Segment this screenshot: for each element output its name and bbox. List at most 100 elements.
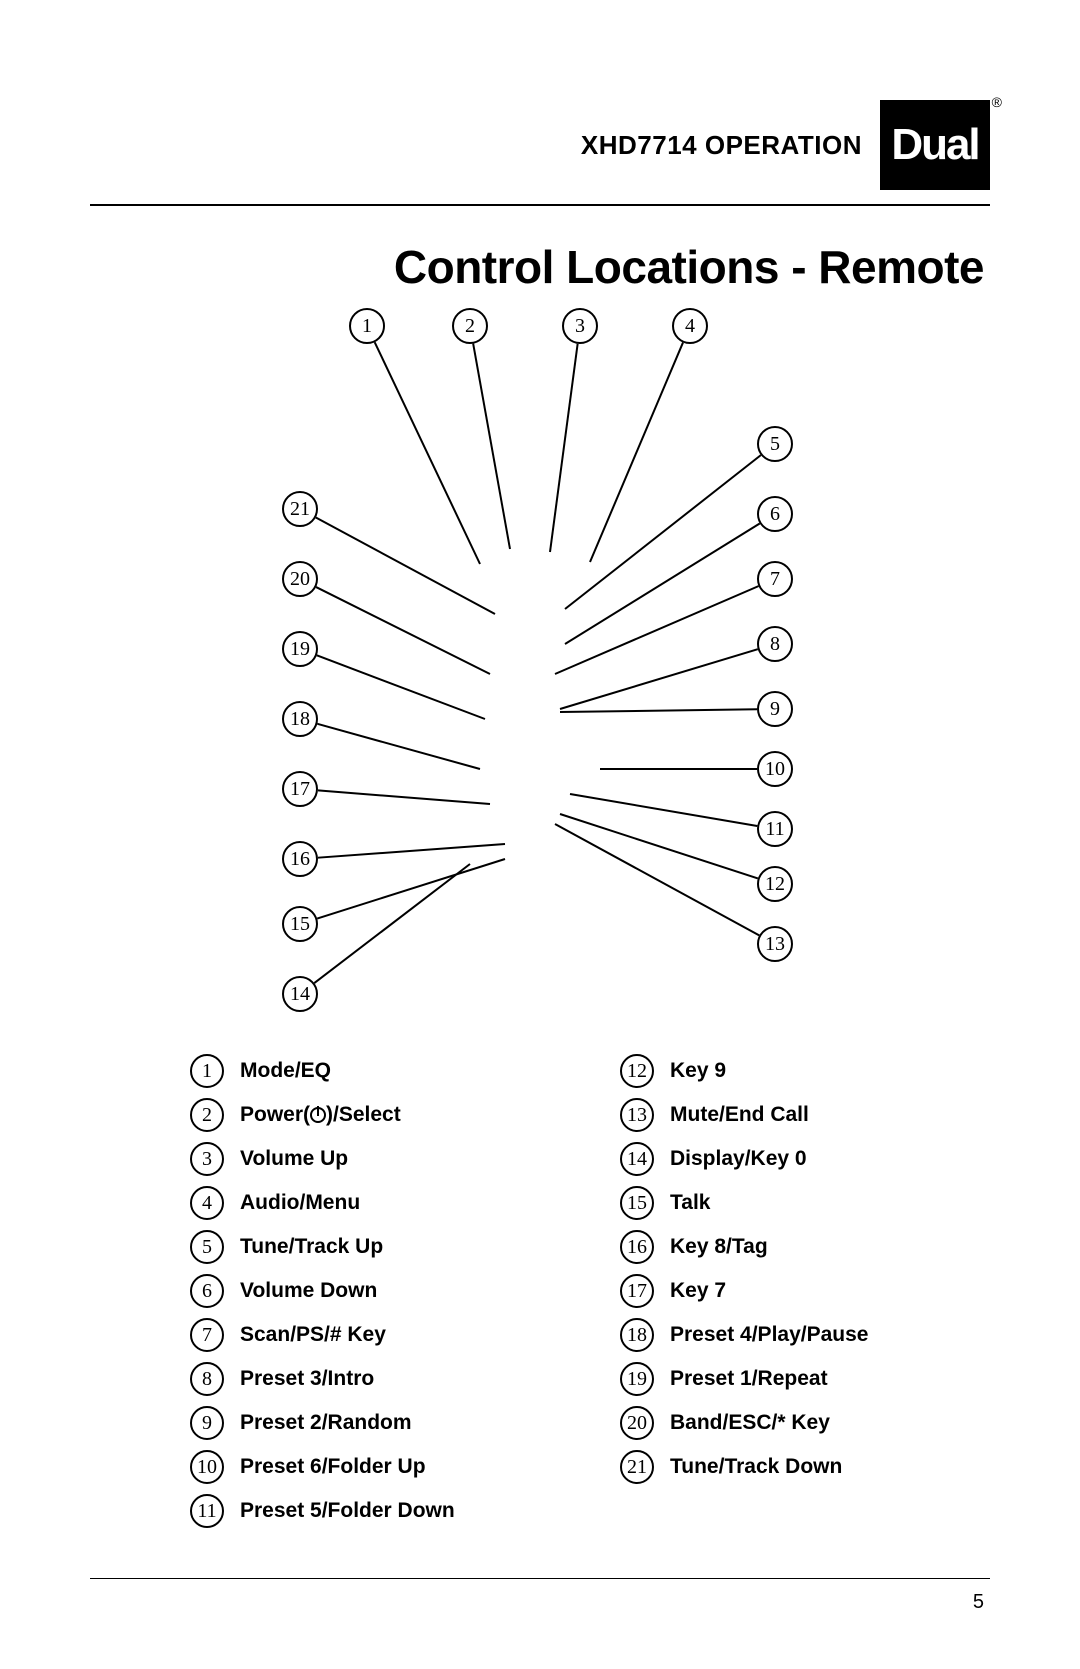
legend-item: 8Preset 3/Intro: [190, 1362, 560, 1396]
callout-number: 11: [757, 811, 793, 847]
callout-line: [590, 343, 683, 562]
page-title: Control Locations - Remote: [90, 240, 990, 294]
callout-diagram: 123456789101112131415161718192021: [160, 304, 920, 1034]
legend-item: 13 Mute/End Call: [620, 1098, 990, 1132]
callout-line: [565, 455, 761, 609]
callout-number: 8: [757, 626, 793, 662]
callout-number: 19: [282, 631, 318, 667]
legend-label: Power()/Select: [240, 1103, 401, 1127]
legend-item: 16 Key 8/Tag: [620, 1230, 990, 1264]
callout-line: [560, 709, 757, 712]
legend-item: 1Mode/EQ: [190, 1054, 560, 1088]
legend-number: 4: [190, 1186, 224, 1220]
legend-label: Key 9: [670, 1059, 726, 1083]
callout-number: 7: [757, 561, 793, 597]
callout-number: 18: [282, 701, 318, 737]
legend-label: Preset 2/Random: [240, 1411, 412, 1435]
legend-item: 12 Key 9: [620, 1054, 990, 1088]
legend: 1Mode/EQ 2 Power()/Select 3 Volume Up 4 Audio/…: [190, 1054, 990, 1528]
legend-number: 15: [620, 1186, 654, 1220]
legend-label: Key 7: [670, 1279, 726, 1303]
legend-label: Scan/PS/# Key: [240, 1323, 386, 1347]
callout-line: [317, 724, 480, 769]
legend-number: 14: [620, 1142, 654, 1176]
callout-line: [314, 864, 470, 983]
legend-number: 7: [190, 1318, 224, 1352]
callout-lines: [160, 304, 920, 1034]
callout-number: 5: [757, 426, 793, 462]
power-icon: [310, 1107, 326, 1123]
legend-label: Preset 4/Play/Pause: [670, 1323, 868, 1347]
registered-mark: ®: [992, 94, 1002, 110]
legend-number: 21: [620, 1450, 654, 1484]
legend-number: 2: [190, 1098, 224, 1132]
callout-number: 6: [757, 496, 793, 532]
logo-text: Dual: [891, 120, 978, 170]
legend-item: 9 Preset 2/Random: [190, 1406, 560, 1440]
operation-label: OPERATION: [705, 130, 862, 160]
legend-number: 12: [620, 1054, 654, 1088]
callout-number: 3: [562, 308, 598, 344]
legend-item: 11 Preset 5/Folder Down: [190, 1494, 560, 1528]
legend-number: 3: [190, 1142, 224, 1176]
callout-number: 12: [757, 866, 793, 902]
callout-line: [550, 344, 578, 552]
callout-number: 21: [282, 491, 318, 527]
legend-label: Band/ESC/* Key: [670, 1411, 830, 1435]
callout-line: [317, 655, 485, 719]
legend-label: Preset 5/Folder Down: [240, 1499, 455, 1523]
legend-label: Tune/Track Up: [240, 1235, 383, 1259]
callout-line: [555, 586, 758, 674]
callout-line: [473, 344, 510, 549]
legend-number: 8: [190, 1362, 224, 1396]
legend-item: 3 Volume Up: [190, 1142, 560, 1176]
legend-item: 18Preset 4/Play/Pause: [620, 1318, 990, 1352]
callout-number: 1: [349, 308, 385, 344]
callout-number: 14: [282, 976, 318, 1012]
legend-label: Audio/Menu: [240, 1191, 360, 1215]
legend-label: Preset 1/Repeat: [670, 1367, 828, 1391]
callout-line: [318, 844, 505, 858]
legend-col-right: 12 Key 9 13 Mute/End Call 14Display/Key 0 15 T…: [620, 1054, 990, 1528]
callout-number: 10: [757, 751, 793, 787]
legend-label: Tune/Track Down: [670, 1455, 842, 1479]
legend-number: 13: [620, 1098, 654, 1132]
callout-number: 20: [282, 561, 318, 597]
legend-label: Talk: [670, 1191, 710, 1215]
footer-rule: [90, 1578, 990, 1579]
legend-item: 6Volume Down: [190, 1274, 560, 1308]
legend-label: Mute/End Call: [670, 1103, 809, 1127]
legend-label: Volume Up: [240, 1147, 348, 1171]
header-text: XHD7714 OPERATION: [581, 130, 862, 161]
legend-number: 9: [190, 1406, 224, 1440]
callout-line: [375, 342, 480, 564]
legend-number: 1: [190, 1054, 224, 1088]
callout-number: 15: [282, 906, 318, 942]
legend-number: 10: [190, 1450, 224, 1484]
legend-item: 7 Scan/PS/# Key: [190, 1318, 560, 1352]
legend-number: 16: [620, 1230, 654, 1264]
legend-number: 11: [190, 1494, 224, 1528]
legend-item: 4 Audio/Menu: [190, 1186, 560, 1220]
callout-number: 4: [672, 308, 708, 344]
legend-item: 17 Key 7: [620, 1274, 990, 1308]
callout-line: [570, 794, 757, 826]
callout-number: 9: [757, 691, 793, 727]
page-header: XHD7714 OPERATION Dual ®: [90, 100, 990, 190]
legend-number: 19: [620, 1362, 654, 1396]
legend-item: 2 Power()/Select: [190, 1098, 560, 1132]
legend-item: 15 Talk: [620, 1186, 990, 1220]
legend-item: 19 Preset 1/Repeat: [620, 1362, 990, 1396]
callout-number: 17: [282, 771, 318, 807]
legend-item: 20Band/ESC/* Key: [620, 1406, 990, 1440]
callout-number: 2: [452, 308, 488, 344]
callout-line: [560, 814, 758, 878]
legend-label: Key 8/Tag: [670, 1235, 768, 1259]
callout-number: 16: [282, 841, 318, 877]
legend-number: 17: [620, 1274, 654, 1308]
legend-item: 14Display/Key 0: [620, 1142, 990, 1176]
legend-number: 5: [190, 1230, 224, 1264]
page-number: 5: [973, 1591, 984, 1614]
header-rule: [90, 204, 990, 206]
brand-logo: Dual ®: [880, 100, 990, 190]
